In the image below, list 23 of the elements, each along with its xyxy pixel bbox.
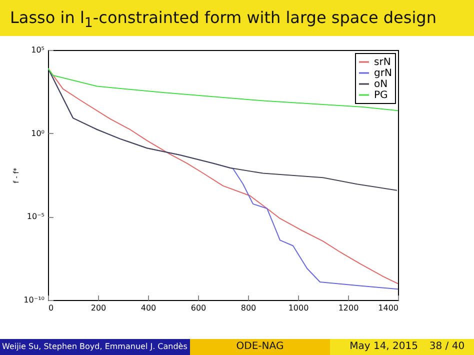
text: May 14, 2015 xyxy=(330,339,420,355)
x-tick-label: 600 xyxy=(190,304,206,312)
x-tick-label: 0 xyxy=(48,304,54,312)
x-tick-label: 200 xyxy=(90,304,106,312)
y-tick-label: 10⁰ xyxy=(31,128,44,138)
legend-label: oN xyxy=(374,79,388,90)
legend-label: PG xyxy=(374,90,388,101)
chart-title: Lasso in l$_{1}$-constrainted form with large space design xyxy=(0,0,474,36)
text: 38 / 40 xyxy=(420,339,474,355)
x-tick-label: 400 xyxy=(140,304,156,312)
legend-label: grN xyxy=(374,68,392,79)
x-tick-label: 1200 xyxy=(338,304,359,312)
y-tick-label: 10⁵ xyxy=(31,46,44,54)
text: ODE-NAG xyxy=(190,339,330,355)
y-tick-label: 10⁻⁵ xyxy=(26,212,44,222)
x-tick-label: 1000 xyxy=(288,304,309,312)
x-tick-label: 800 xyxy=(240,304,256,312)
line-series xyxy=(48,68,398,191)
x-tick-label: 1400 xyxy=(378,304,398,312)
legend-label: srN xyxy=(374,57,391,68)
y-tick-label: 10⁻¹⁰ xyxy=(24,296,44,304)
text: Weijie Su, Stephen Boyd, Emmanuel J. Candès xyxy=(0,339,190,355)
line-series xyxy=(48,68,398,112)
